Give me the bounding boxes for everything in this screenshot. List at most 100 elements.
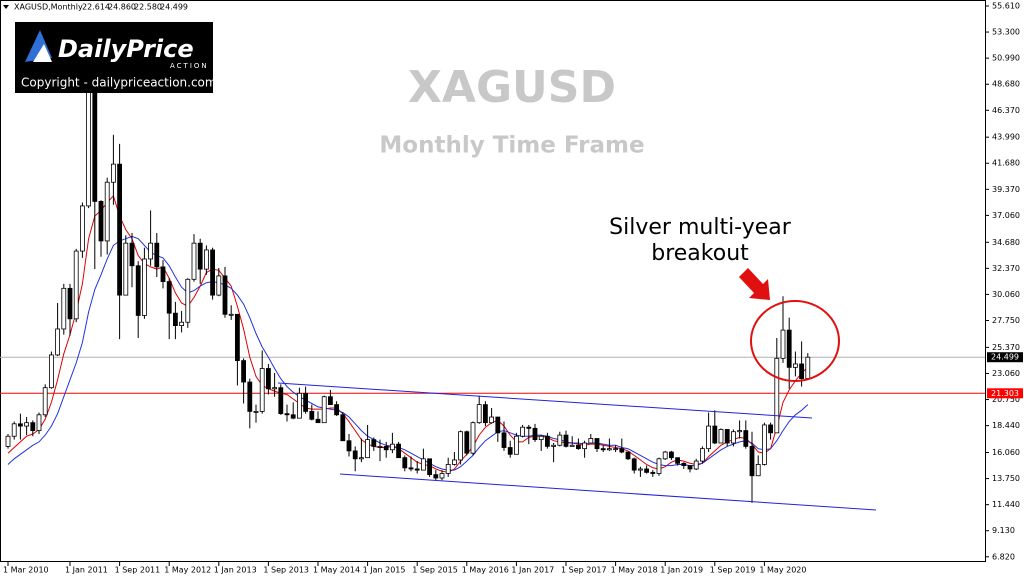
y-tick-label: 23.060 (992, 369, 1020, 378)
candle-body (439, 473, 445, 479)
y-tick-label: 39.370 (992, 185, 1020, 194)
x-tick-label: 1 Jan 2017 (511, 566, 554, 575)
candle-body (433, 474, 439, 479)
candle-body (135, 265, 141, 316)
annotation-line: breakout (651, 241, 749, 266)
candle-body (706, 425, 711, 450)
candle-body (86, 84, 91, 207)
x-tick-label: 1 Sep 2017 (561, 566, 607, 575)
y-tick-label: 20.750 (992, 395, 1020, 404)
y-tick-label: 37.060 (992, 211, 1020, 220)
annotation-line: Silver multi-year (609, 215, 792, 240)
candle-body (129, 242, 135, 267)
candle-body (793, 363, 798, 368)
ohlc-low: 22.580 (134, 3, 162, 12)
candle-body (377, 445, 383, 448)
y-tick-label: 6.820 (992, 552, 1015, 561)
candle-body (669, 451, 674, 459)
candle-body (600, 448, 606, 451)
channel-upper (277, 382, 813, 419)
candle-body (563, 434, 569, 447)
candle-body (30, 422, 36, 431)
candle-body (780, 329, 786, 359)
candle-body (687, 465, 693, 470)
ohlc-open: 22.614 (82, 3, 110, 12)
candle-body (427, 458, 433, 476)
price-label-box (987, 352, 1023, 363)
y-tick-label: 41.680 (992, 159, 1020, 168)
candle-body (482, 404, 488, 424)
candle-body (389, 443, 395, 451)
candle-body (408, 467, 414, 470)
candle-body (613, 448, 618, 451)
y-tick-label: 27.750 (992, 316, 1020, 325)
candle-body (321, 396, 327, 424)
candle-body (290, 414, 296, 419)
candle-body (569, 444, 575, 447)
candle-body (210, 249, 216, 296)
candle-body (315, 418, 321, 424)
candle-body (98, 201, 104, 242)
candle-body (241, 360, 247, 383)
moving-average (7, 235, 809, 471)
x-tick-label: 1 Sep 2019 (710, 566, 756, 575)
candle-body (67, 287, 73, 320)
x-tick-label: 1 May 2012 (164, 566, 211, 575)
candle-body (24, 422, 30, 427)
x-tick-label: 1 Sep 2015 (412, 566, 458, 575)
y-tick-label: 50.990 (992, 54, 1020, 63)
candle-body (451, 459, 457, 465)
y-tick-label: 30.060 (992, 290, 1020, 299)
ohlc-close: 24.499 (160, 3, 188, 12)
candle-body (111, 163, 116, 183)
candle-body (92, 84, 98, 202)
candle-body (532, 427, 538, 441)
candle-body (278, 387, 284, 415)
watermark-subtitle: Monthly Time Frame (379, 133, 644, 159)
candle-body (228, 313, 234, 316)
x-tick-label: 1 Jan 2015 (363, 566, 406, 575)
y-tick-label: 55.610 (992, 1, 1020, 10)
candle-body (675, 457, 680, 464)
candle-body (520, 426, 525, 437)
ohlc-high: 24.860 (108, 3, 136, 12)
y-tick-label: 9.130 (992, 526, 1015, 535)
candle-body (191, 242, 197, 280)
candle-body (296, 392, 302, 419)
candle-body (743, 430, 749, 447)
candle-body (644, 468, 649, 473)
candle-body (11, 423, 17, 437)
candle-body (414, 468, 420, 471)
candle-body (489, 416, 495, 424)
plot (0, 71, 985, 503)
y-tick-label: 16.060 (992, 448, 1020, 457)
candle-body (495, 416, 501, 434)
candle-body (253, 410, 259, 413)
candle-body (619, 448, 625, 453)
channel-lower (339, 473, 877, 511)
candle-body (166, 281, 172, 314)
candle-body (197, 242, 203, 270)
x-tick-label: 1 Sep 2013 (263, 566, 309, 575)
candle-body (656, 458, 662, 474)
candle-body (179, 321, 185, 326)
candle-body (160, 266, 166, 282)
candle-body (185, 278, 191, 323)
candle-body (247, 381, 253, 412)
candle-body (625, 451, 631, 460)
candle-body (222, 275, 228, 315)
y-tick-label: 13.750 (992, 474, 1020, 483)
x-tick-label: 1 Jan 2011 (65, 566, 108, 575)
candle-body (141, 258, 147, 316)
candle-body (49, 354, 54, 389)
candle-body (352, 450, 358, 460)
candle-body (464, 431, 470, 454)
candle-body (55, 328, 60, 356)
candle-body (104, 181, 110, 242)
candle-body (582, 442, 587, 450)
candle-body (358, 457, 364, 460)
menu-arrow[interactable] (3, 5, 9, 9)
candle-body (5, 435, 11, 447)
candle-body (309, 410, 315, 420)
candle-body (718, 429, 724, 444)
